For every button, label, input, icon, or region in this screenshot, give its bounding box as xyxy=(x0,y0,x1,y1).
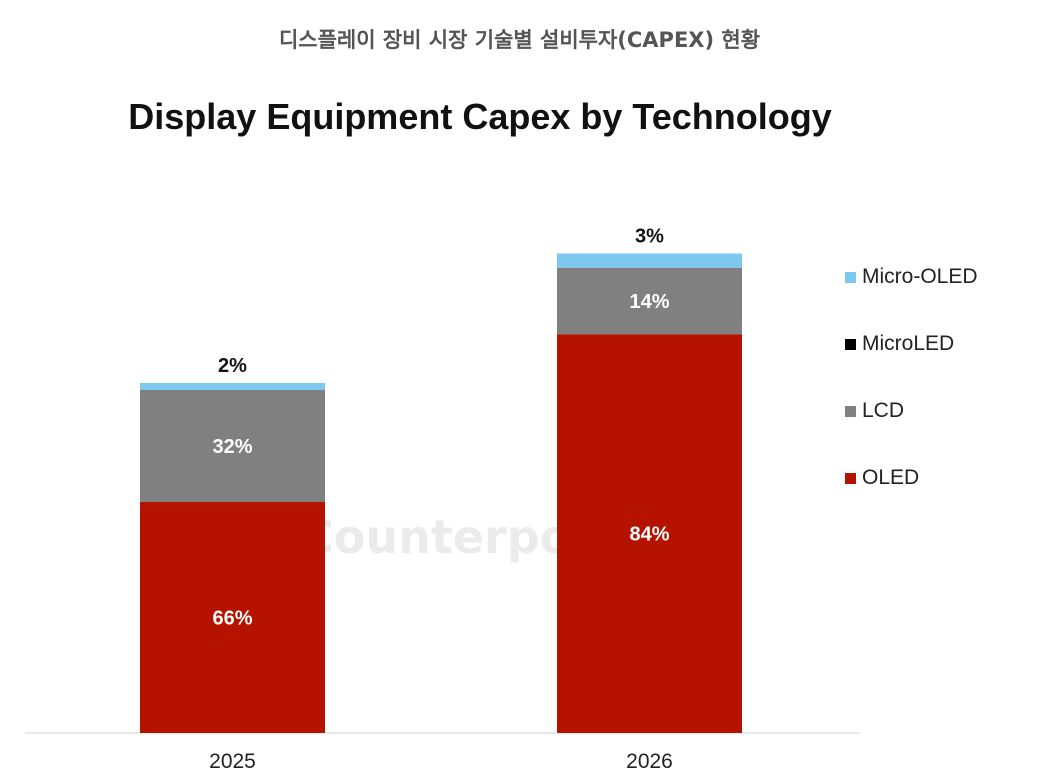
legend-swatch-microled xyxy=(845,338,856,350)
data-label-oled-2025: 66% xyxy=(212,608,252,630)
legend-item-oled: OLED xyxy=(845,463,978,493)
legend-label-oled: OLED xyxy=(862,466,920,489)
legend-label-microled: MicroLED xyxy=(862,332,955,355)
legend-swatch-oled xyxy=(845,472,856,484)
chart-title: Display Equipment Capex by Technology xyxy=(128,96,832,137)
chart-legend: Micro-OLED MicroLED LCD OLED xyxy=(845,262,978,530)
legend-item-lcd: LCD xyxy=(845,396,978,426)
korean-heading: 디스플레이 장비 시장 기술별 설비투자(CAPEX) 현황 xyxy=(278,28,761,52)
data-label-oled-2026: 84% xyxy=(629,524,669,546)
legend-label-lcd: LCD xyxy=(862,399,905,422)
bar-micro-oled-2025 xyxy=(140,383,325,390)
bar-lcd-2025 xyxy=(140,390,325,502)
legend-item-microled: MicroLED xyxy=(845,329,978,359)
x-tick-label-2025: 2025 xyxy=(209,750,256,773)
data-label-lcd-2025: 32% xyxy=(212,436,252,458)
data-label-micro-oled-2025: 2% xyxy=(218,355,247,377)
bar-micro-oled-2026 xyxy=(557,253,742,268)
legend-swatch-lcd xyxy=(845,405,856,417)
bar-oled-2025 xyxy=(140,502,325,733)
legend-swatch-micro-oled xyxy=(845,271,856,283)
bar-lcd-2026 xyxy=(557,267,742,335)
bar-oled-2026 xyxy=(557,334,742,733)
legend-item-micro-oled: Micro-OLED xyxy=(845,262,978,292)
x-tick-label-2026: 2026 xyxy=(626,750,673,773)
legend-label-micro-oled: Micro-OLED xyxy=(862,265,978,288)
data-label-lcd-2026: 14% xyxy=(629,291,669,313)
data-label-micro-oled-2026: 3% xyxy=(635,226,664,248)
